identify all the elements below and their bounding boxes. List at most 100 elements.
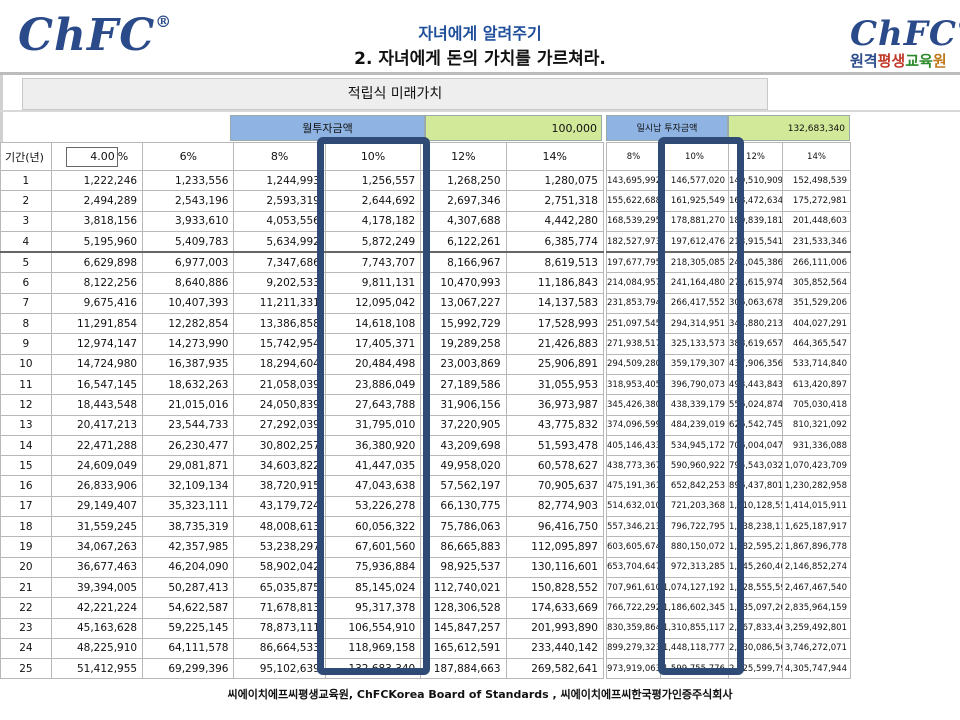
value-cell: 54,622,587: [142, 597, 235, 619]
value-cell: 6,977,003: [142, 251, 235, 274]
value-cell: 233,440,142: [505, 637, 605, 660]
value-cell: 8,166,967: [420, 251, 507, 274]
table-row: 20 36,677,463 46,204,090 58,902,042 75,936,8…: [0, 556, 605, 578]
value-cell: 86,664,533: [233, 637, 326, 660]
value-cell: 130,116,601: [505, 556, 605, 578]
table-row: 10 14,724,980 16,387,935 18,294,604 20,484,4…: [0, 353, 605, 375]
value-cell: 70,905,637: [505, 475, 605, 497]
value-cell: 12,282,854: [142, 313, 235, 335]
period-cell: 10: [0, 353, 52, 375]
table-row: 2 2,494,289 2,543,196 2,593,319 2,644,692 2,6…: [0, 190, 605, 212]
value-cell: 66,130,775: [420, 495, 507, 518]
side-table-row: 603,605,674880,150,0721,282,595,2221,867…: [606, 536, 851, 558]
value-cell: 65,035,875: [233, 576, 326, 599]
side-value-cell: 318,953,405: [606, 373, 661, 396]
side-value-cell: 1,230,282,958: [782, 475, 851, 497]
monthly-investment-amount[interactable]: 100,000: [425, 115, 602, 141]
rate-input[interactable]: 4.00: [65, 146, 118, 167]
table-row: 15 24,609,049 29,081,871 34,603,822 41,447,0…: [0, 455, 605, 477]
side-value-cell: 155,622,688: [606, 190, 661, 212]
value-cell: 8,122,256: [50, 272, 144, 294]
side-value-cell: 707,961,610: [606, 576, 661, 599]
table-header-row: 기간(년) 4.00% 6% 8% 10% 12% 14%: [0, 142, 605, 171]
value-cell: 128,306,528: [420, 597, 507, 619]
value-cell: 112,095,897: [505, 536, 605, 558]
period-cell: 7: [0, 292, 52, 315]
side-value-cell: 557,346,213: [606, 516, 661, 538]
side-value-cell: 231,853,794: [606, 292, 661, 315]
side-table-row: 168,539,295 178,881,270 189,839,181 201,448…: [606, 210, 851, 232]
value-cell: 145,847,257: [420, 617, 507, 639]
value-cell: 35,323,111: [142, 495, 235, 518]
period-cell: 16: [0, 475, 52, 497]
table-row: 5 6,629,898 6,977,003 7,347,686 7,743,707 8,1…: [0, 251, 605, 274]
value-cell: 27,292,039: [233, 414, 326, 436]
value-cell: 18,443,548: [50, 394, 144, 416]
value-cell: 12,974,147: [50, 333, 144, 355]
value-cell: 165,612,591: [420, 637, 507, 660]
value-cell: 2,697,346: [420, 190, 507, 212]
value-cell: 49,958,020: [420, 455, 507, 477]
value-cell: 13,067,227: [420, 292, 507, 315]
side-value-cell: 182,527,973: [606, 230, 661, 253]
value-cell: 47,043,638: [324, 475, 422, 497]
value-cell: 2,494,289: [50, 190, 144, 212]
monthly-future-value-table: 기간(년) 4.00% 6% 8% 10% 12% 14% 1 1,222,246…: [0, 142, 605, 680]
side-value-cell: 603,605,674: [606, 536, 661, 558]
value-cell: 71,678,813: [233, 597, 326, 619]
value-cell: 21,015,016: [142, 394, 235, 416]
value-cell: 14,273,990: [142, 333, 235, 355]
side-value-cell: 1,867,896,778: [782, 536, 851, 558]
table-row: 7 9,675,416 10,407,393 11,211,331 12,095,042…: [0, 292, 605, 315]
side-value-cell: 175,272,981: [782, 190, 851, 212]
period-cell: 15: [0, 455, 52, 477]
table-row: 24 48,225,910 64,111,578 86,664,533 118,969,…: [0, 637, 605, 660]
value-cell: 18,294,604: [233, 353, 326, 375]
side-value-cell: 931,336,088: [782, 434, 851, 457]
value-cell: 15,742,954: [233, 333, 326, 355]
side-value-cell: 266,111,006: [782, 251, 851, 274]
side-rate-header-10: 10%: [660, 142, 729, 171]
value-cell: 27,189,586: [420, 373, 507, 396]
side-table-row: 271,938,517 325,133,573 388,619,657 464,365…: [606, 333, 851, 355]
value-cell: 32,109,134: [142, 475, 235, 497]
side-value-cell: 1,625,187,917: [782, 516, 851, 538]
value-cell: 9,675,416: [50, 292, 144, 315]
side-table-row: 318,953,405 396,790,073 493,443,843 613,420…: [606, 373, 851, 396]
value-cell: 60,056,322: [324, 516, 422, 538]
lump-sum-amount[interactable]: 132,683,340: [728, 115, 850, 141]
lump-sum-future-value-table: 8% 10% 12% 14% 143,695,992 146,577,020 149…: [606, 142, 851, 680]
monthly-investment-label: 월투자금액: [230, 115, 425, 141]
side-value-cell: 2,467,467,540: [782, 576, 851, 599]
value-cell: 43,775,832: [505, 414, 605, 436]
highlight-box-lump-10pct: [658, 137, 744, 675]
period-cell: 25: [0, 658, 52, 680]
side-value-cell: 438,773,367: [606, 455, 661, 477]
value-cell: 4,307,688: [420, 210, 507, 232]
table-row: 17 29,149,407 35,323,111 43,179,724 53,226,2…: [0, 495, 605, 518]
value-cell: 201,993,890: [505, 617, 605, 639]
value-cell: 78,873,111: [233, 617, 326, 639]
header-divider: [0, 72, 960, 75]
value-cell: 30,802,257: [233, 434, 326, 457]
value-cell: 13,386,858: [233, 313, 326, 335]
period-cell: 9: [0, 333, 52, 355]
value-cell: 25,906,891: [505, 353, 605, 375]
side-value-cell: 152,498,539: [782, 169, 851, 192]
value-cell: 48,008,613: [233, 516, 326, 538]
side-rate-header-14: 14%: [782, 142, 851, 171]
value-cell: 43,179,724: [233, 495, 326, 518]
side-value-cell: 214,084,957: [606, 272, 661, 294]
value-cell: 20,484,498: [324, 353, 422, 375]
value-cell: 6,122,261: [420, 230, 507, 253]
side-value-cell: 653,704,647: [606, 556, 661, 578]
side-value-cell: 251,097,545: [606, 313, 661, 335]
value-cell: 6,385,774: [505, 230, 605, 253]
value-cell: 53,226,278: [324, 495, 422, 518]
value-cell: 43,209,698: [420, 434, 507, 457]
period-cell: 4: [0, 230, 52, 253]
period-cell: 3: [0, 210, 52, 232]
value-cell: 29,149,407: [50, 495, 144, 518]
table-row: 19 34,067,263 42,357,985 53,238,297 67,601,5…: [0, 536, 605, 558]
rate-input-cell[interactable]: 4.00%: [50, 142, 144, 171]
